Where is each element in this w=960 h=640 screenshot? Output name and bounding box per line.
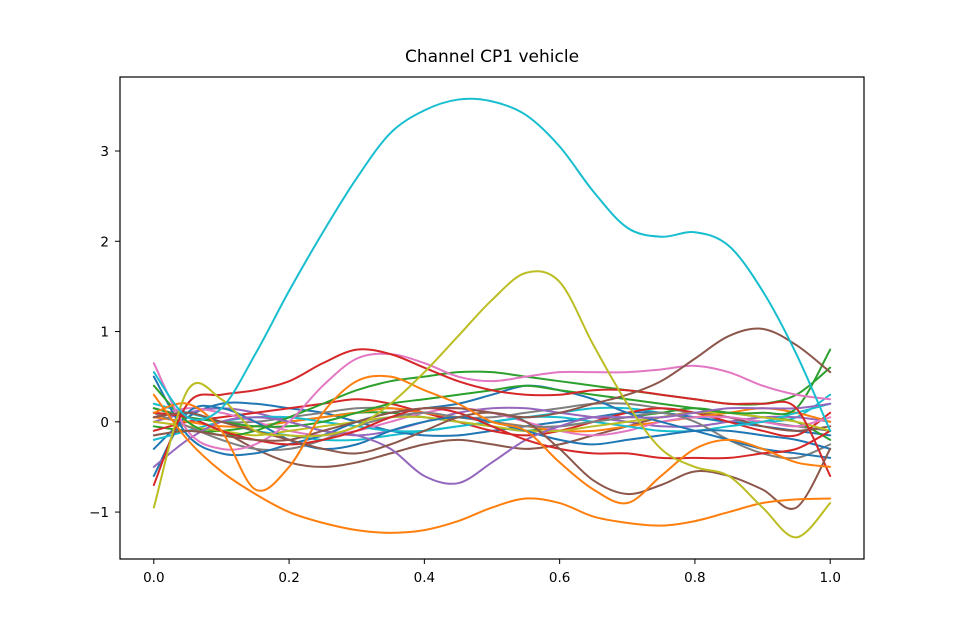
y-axis: −1 0 1 2 3 bbox=[89, 144, 120, 521]
series-line-13 bbox=[152, 375, 832, 459]
y-tick-label: 1 bbox=[100, 325, 109, 341]
chart-title: Channel CP1 vehicle bbox=[405, 47, 579, 67]
series-line-20 bbox=[152, 407, 832, 468]
series-line-2 bbox=[152, 270, 832, 539]
x-tick-label: 0.0 bbox=[143, 570, 164, 586]
series-line-7 bbox=[152, 348, 832, 486]
series-line-22 bbox=[152, 406, 832, 437]
y-tick-label: 0 bbox=[100, 415, 109, 431]
series-line-4 bbox=[152, 374, 832, 505]
series-line-8 bbox=[152, 407, 832, 460]
series-line-1 bbox=[152, 97, 832, 432]
x-tick-label: 1.0 bbox=[819, 570, 840, 586]
series-layer bbox=[152, 97, 832, 539]
x-axis: 0.0 0.2 0.4 0.6 0.8 1.0 bbox=[143, 559, 841, 586]
y-tick-label: 3 bbox=[100, 144, 109, 160]
plot-frame bbox=[119, 76, 865, 560]
y-tick-label: −1 bbox=[89, 505, 109, 521]
x-tick-label: 0.4 bbox=[414, 570, 435, 586]
y-tick-label: 2 bbox=[100, 234, 109, 250]
x-tick-label: 0.2 bbox=[278, 570, 299, 586]
series-line-10 bbox=[152, 402, 832, 485]
x-tick-label: 0.6 bbox=[549, 570, 570, 586]
series-line-21 bbox=[152, 398, 832, 438]
series-line-3 bbox=[152, 393, 832, 534]
x-tick-label: 0.8 bbox=[684, 570, 705, 586]
